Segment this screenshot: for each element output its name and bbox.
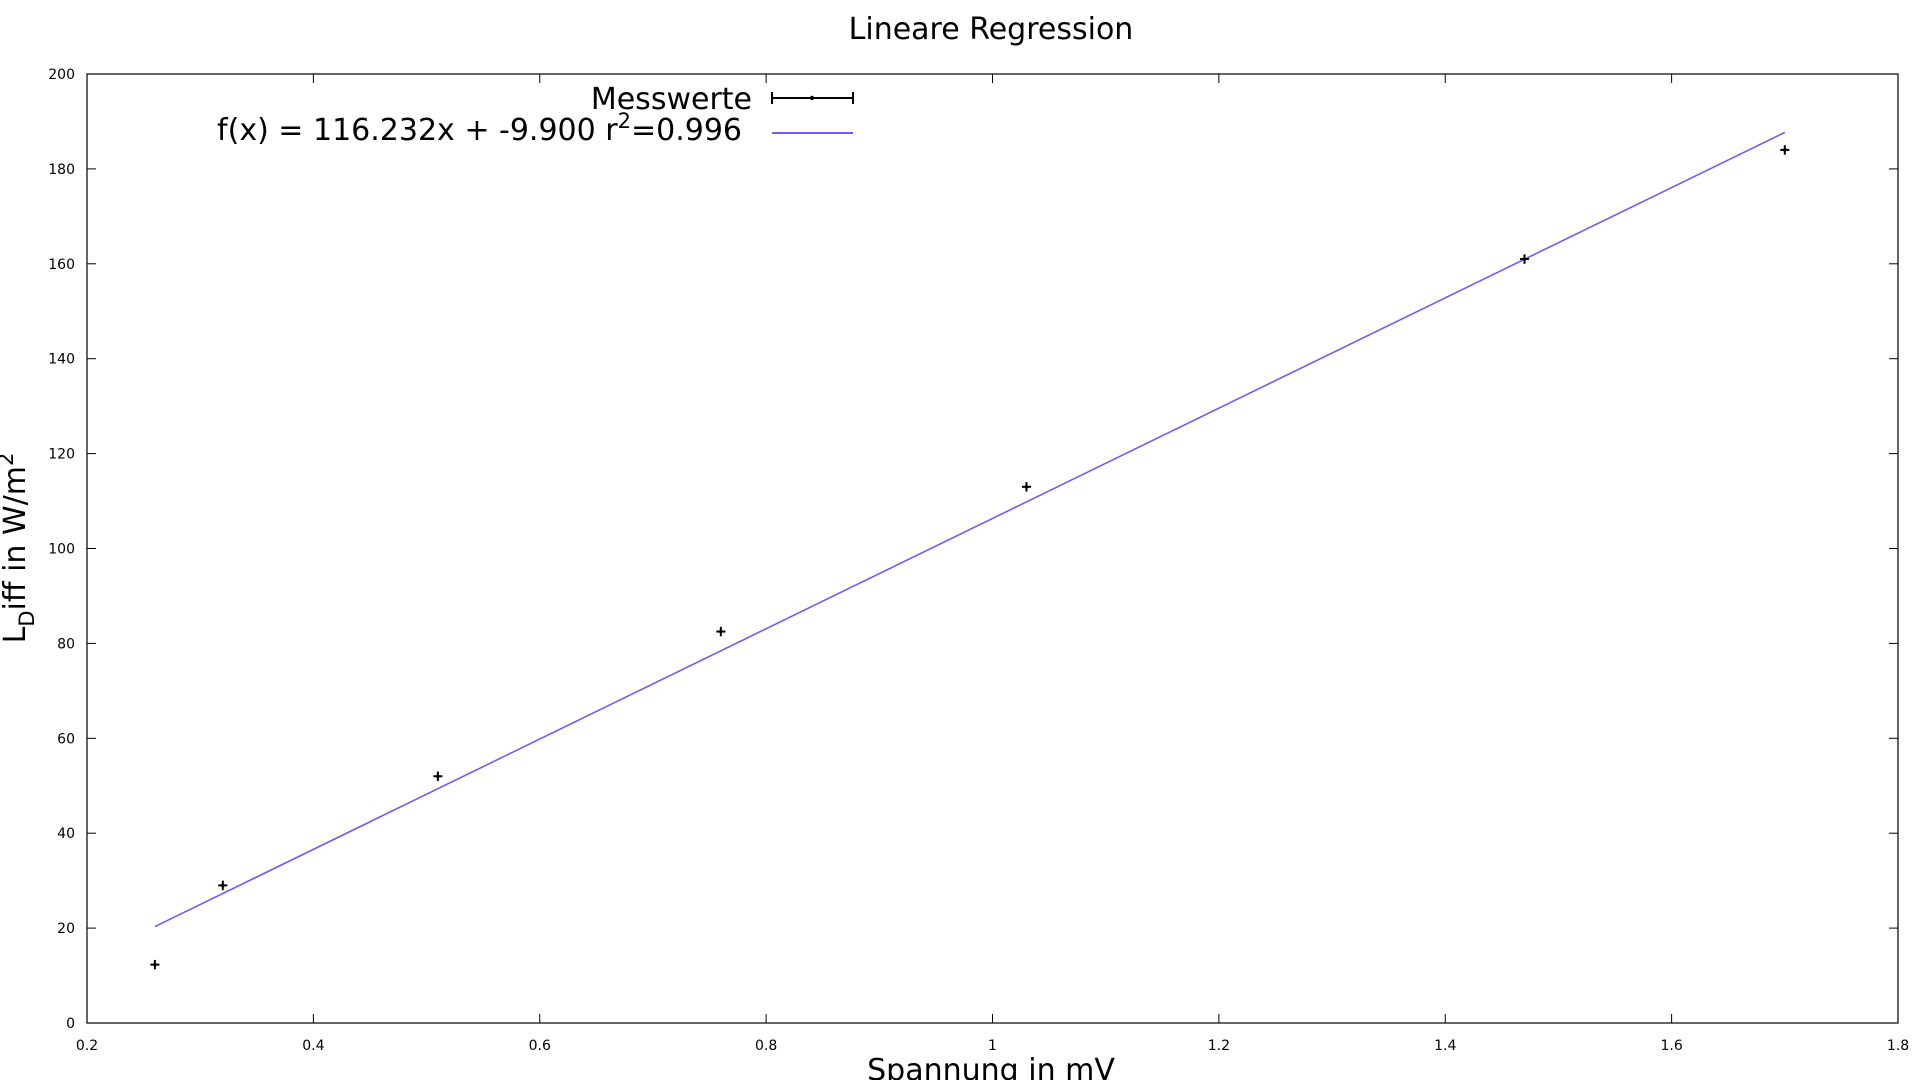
point-marker (153, 962, 157, 967)
x-tick-label: 0.8 (755, 1038, 777, 1054)
y-axis-title-rest: iff in W/m (0, 466, 33, 610)
x-tick-label: 1.4 (1434, 1038, 1456, 1054)
point-marker (221, 883, 225, 888)
legend-fit-equation: f(x) = 116.232x + -9.900 r (217, 113, 618, 148)
point-marker (1522, 257, 1527, 261)
legend-label-messwerte: Messwerte (591, 82, 752, 117)
y-tick-label: 160 (48, 257, 75, 273)
x-tick-label: 1.2 (1208, 1038, 1230, 1054)
data-point (1021, 482, 1031, 492)
x-tick-label: 0.2 (76, 1038, 98, 1054)
point-marker (1783, 148, 1787, 152)
data-point (716, 626, 726, 637)
y-tick-label: 60 (57, 731, 75, 747)
y-tick-label: 0 (66, 1016, 75, 1032)
x-tick-label: 0.6 (529, 1038, 551, 1054)
y-tick-label: 140 (48, 352, 75, 368)
data-points (150, 145, 1790, 970)
y-tick-label: 200 (48, 67, 75, 83)
axes (86, 73, 1899, 1024)
y-tick-label: 120 (48, 447, 75, 463)
y-tick-label: 20 (57, 921, 75, 937)
x-axis-title: Spannung in mV (867, 1053, 1115, 1080)
y-tick-label: 100 (48, 542, 75, 558)
data-point (150, 959, 160, 970)
legend: Messwerte f(x) = 116.232x + -9.900 r2=0.… (217, 82, 854, 148)
y-axis-title-superscript: 2 (0, 453, 18, 466)
point-marker (719, 629, 723, 634)
data-point (433, 771, 443, 782)
fit-line (154, 131, 1786, 928)
chart-title: Lineare Regression (849, 12, 1134, 47)
y-axis-title-main: L (0, 626, 33, 643)
x-tick-label: 0.4 (302, 1038, 324, 1054)
legend-fit-superscript: 2 (618, 109, 631, 133)
x-tick-label: 1.8 (1887, 1038, 1909, 1054)
point-marker (1024, 485, 1029, 489)
x-tick-label: 1 (988, 1038, 997, 1054)
data-point (1519, 254, 1530, 264)
y-tick-label: 180 (48, 162, 75, 178)
legend-fit-r-squared: =0.996 (631, 113, 742, 148)
fit-line-layer (154, 131, 1786, 928)
x-tick-label: 1.6 (1660, 1038, 1682, 1054)
data-point (1780, 145, 1790, 155)
data-point (218, 880, 228, 891)
y-tick-label: 40 (57, 826, 75, 842)
point-marker (436, 774, 440, 779)
legend-label-fit: f(x) = 116.232x + -9.900 r2=0.996 (217, 109, 742, 148)
y-axis-title: LDiff in W/m2 (0, 453, 39, 644)
y-tick-label: 80 (57, 636, 75, 652)
y-axis-title-subscript: D (15, 610, 39, 626)
plot-frame (86, 73, 1899, 1024)
legend-swatch-messwerte-point (809, 95, 815, 101)
ticks: 0.2 0.4 0.6 0.8 1 1.2 1.4 1.6 1.8 0 20 40 60 80 100 120… (48, 67, 1909, 1054)
